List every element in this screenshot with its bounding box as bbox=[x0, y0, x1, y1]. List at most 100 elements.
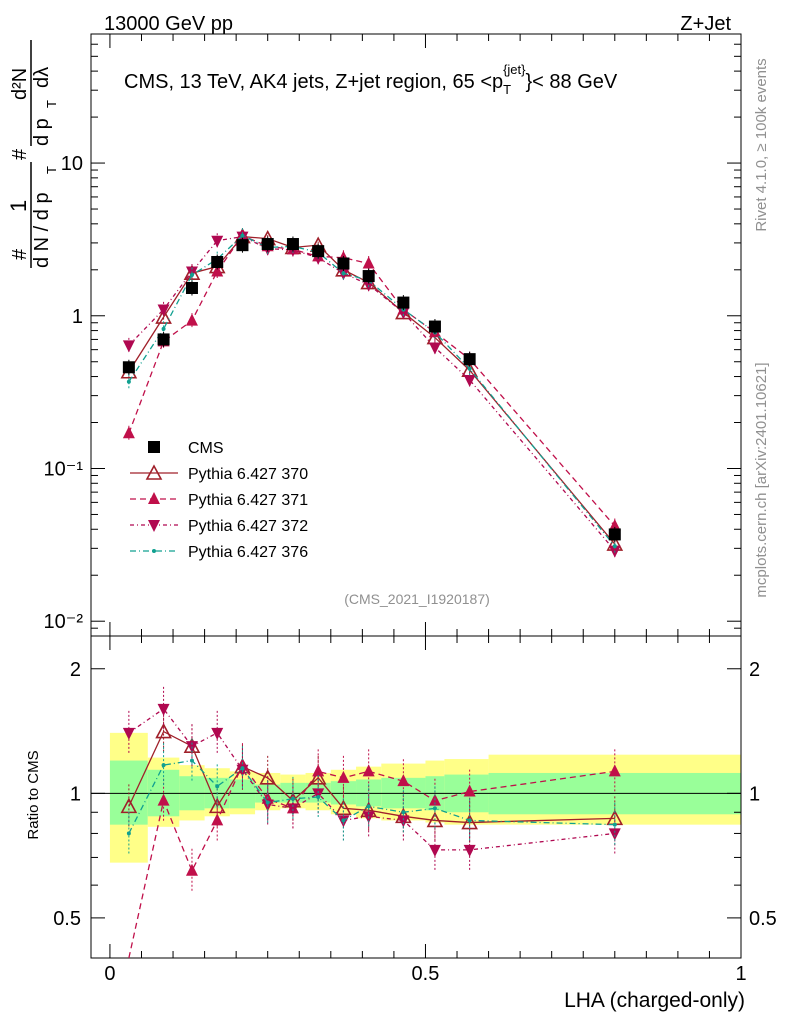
ratio-y-tick-label: 1 bbox=[70, 783, 81, 805]
ratio-point bbox=[428, 844, 441, 857]
main-point bbox=[240, 233, 245, 238]
ratio-plot-frame bbox=[90, 635, 742, 959]
main-y-tick-label: 10 bbox=[61, 153, 83, 175]
x-tick-label: 0 bbox=[104, 963, 115, 985]
main-point bbox=[428, 320, 441, 333]
main-point bbox=[126, 379, 131, 384]
ratio-point bbox=[463, 784, 476, 797]
x-tick-label: 1 bbox=[735, 963, 746, 985]
header-left: 13000 GeV pp bbox=[104, 13, 233, 35]
ratio-point bbox=[366, 804, 371, 809]
ratio-point bbox=[211, 727, 224, 740]
legend-marker bbox=[148, 492, 160, 504]
main-point bbox=[397, 296, 410, 309]
main-point bbox=[463, 353, 476, 366]
ratio-point bbox=[397, 774, 410, 787]
svg-text:d N / d p: d N / d p bbox=[31, 192, 53, 268]
main-point bbox=[183, 264, 201, 281]
ratio-ylabel: Ratio to CMS bbox=[25, 750, 42, 839]
main-point bbox=[397, 307, 410, 320]
main-point bbox=[122, 426, 135, 439]
main-point bbox=[608, 519, 621, 532]
legend-marker bbox=[152, 549, 156, 553]
svg-text:d p: d p bbox=[31, 118, 53, 146]
x-tick-label: 0.5 bbox=[412, 963, 440, 985]
ratio-point bbox=[612, 822, 617, 827]
ratio-point bbox=[161, 763, 166, 768]
main-point bbox=[467, 366, 472, 371]
ratio-point bbox=[126, 831, 131, 836]
legend-label: Pythia 6.427 372 bbox=[188, 518, 308, 535]
main-point bbox=[608, 528, 621, 541]
main-point bbox=[612, 544, 617, 549]
ratio-series-line-pythia-6.427-371 bbox=[128, 763, 615, 959]
ratio-point bbox=[157, 703, 170, 716]
header-right: Z+Jet bbox=[680, 13, 731, 35]
legend-label: Pythia 6.427 371 bbox=[188, 492, 308, 509]
ratio-point bbox=[265, 800, 270, 805]
main-point bbox=[122, 361, 135, 374]
main-y-tick-label: 10⁻¹ bbox=[44, 458, 84, 480]
main-point bbox=[157, 304, 170, 317]
ratio-point bbox=[397, 815, 410, 828]
ratio-series-line-pythia-6.427-376 bbox=[128, 759, 615, 834]
ratio-point bbox=[185, 863, 198, 876]
main-point bbox=[157, 333, 170, 346]
legend-label: Pythia 6.427 370 bbox=[188, 466, 308, 483]
ratio-point bbox=[432, 806, 437, 811]
rivet-label: Rivet 4.1.0, ≥ 100k events bbox=[753, 58, 770, 231]
ratio-point bbox=[312, 788, 325, 801]
ratio-point bbox=[337, 770, 350, 783]
main-point bbox=[286, 238, 299, 251]
ratio-y-tick-label-right: 0.5 bbox=[749, 908, 777, 930]
main-y-tick-label: 1 bbox=[72, 306, 83, 328]
svg-text:1: 1 bbox=[6, 200, 31, 212]
main-point bbox=[185, 282, 198, 295]
svg-text:T: T bbox=[44, 166, 59, 174]
ratio-point bbox=[608, 828, 621, 841]
ratio-y-tick-label: 0.5 bbox=[53, 908, 81, 930]
main-point bbox=[337, 257, 350, 270]
legend-marker bbox=[145, 464, 163, 480]
ratio-point bbox=[211, 813, 224, 826]
ratio-y-tick-label-right: 2 bbox=[749, 659, 760, 681]
legend-marker bbox=[148, 441, 160, 453]
ratio-point bbox=[401, 810, 406, 815]
ratio-point bbox=[463, 844, 476, 857]
ratio-point bbox=[215, 784, 220, 789]
main-point bbox=[211, 235, 224, 248]
watermark: (CMS_2021_I1920187) bbox=[344, 591, 490, 607]
main-point bbox=[189, 272, 194, 277]
x-axis-label: LHA (charged-only) bbox=[564, 989, 745, 1012]
svg-text:dλ: dλ bbox=[31, 67, 53, 88]
main-point bbox=[362, 256, 375, 269]
svg-text:T: T bbox=[44, 100, 59, 108]
ratio-point bbox=[290, 796, 295, 801]
ratio-y-tick-label-right: 1 bbox=[749, 783, 760, 805]
main-point bbox=[312, 245, 325, 258]
svg-text:#: # bbox=[9, 148, 31, 160]
main-point bbox=[428, 342, 441, 355]
legend-label: Pythia 6.427 376 bbox=[188, 544, 308, 561]
main-point bbox=[463, 374, 476, 387]
main-point bbox=[122, 340, 135, 353]
ratio-point bbox=[316, 794, 321, 799]
legend-label: CMS bbox=[188, 440, 224, 457]
svg-text:d²N: d²N bbox=[9, 68, 31, 100]
ratio-point bbox=[335, 799, 352, 816]
ratio-point bbox=[240, 766, 245, 771]
ratio-point bbox=[467, 818, 472, 823]
legend-marker bbox=[148, 520, 160, 532]
main-point bbox=[261, 238, 274, 251]
ratio-point bbox=[362, 764, 375, 777]
ratio-point bbox=[312, 764, 325, 777]
main-point bbox=[341, 271, 346, 276]
ratio-point bbox=[189, 758, 194, 763]
ratio-point bbox=[155, 722, 172, 739]
main-series-line-pythia-6.427-370 bbox=[128, 235, 616, 545]
main-point bbox=[185, 313, 198, 326]
ratio-series-line-pythia-6.427-372 bbox=[128, 707, 615, 851]
ratio-point bbox=[341, 818, 346, 823]
svg-text:#: # bbox=[9, 248, 31, 260]
